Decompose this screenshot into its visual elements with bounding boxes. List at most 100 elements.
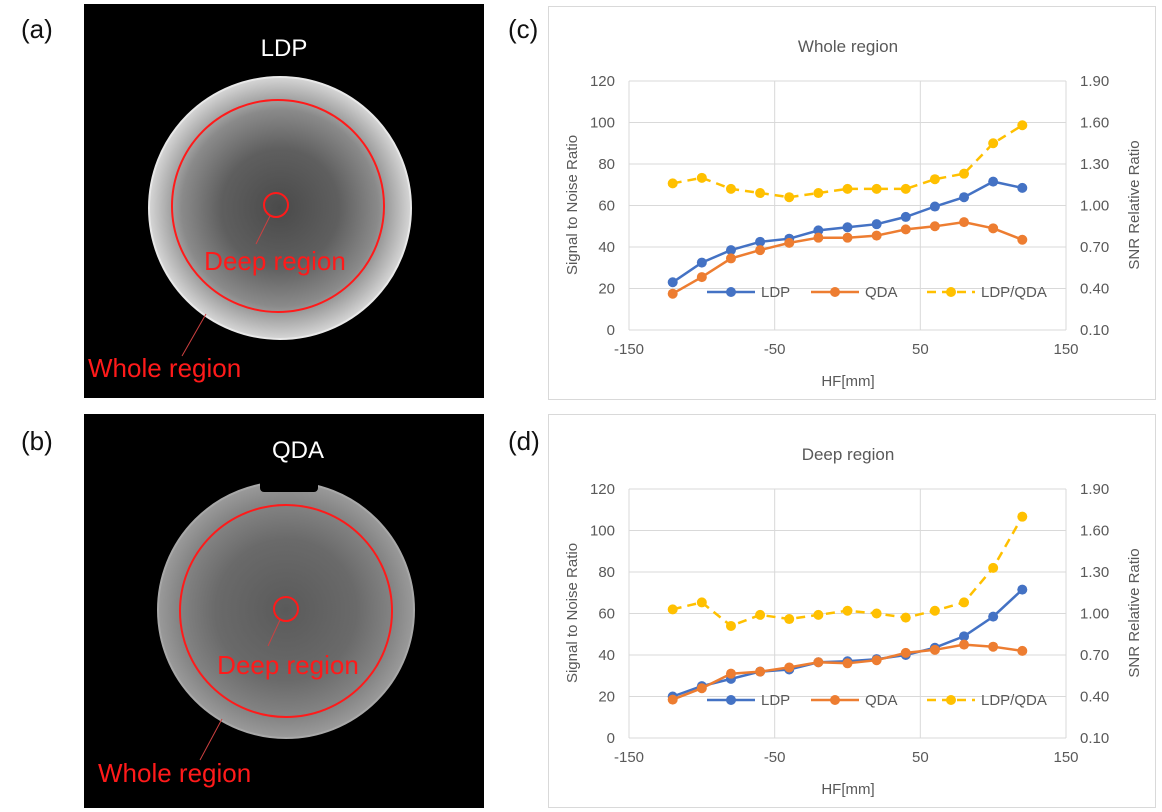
y-tick-label: 80 — [598, 156, 615, 173]
data-point-ldp-qda — [813, 609, 824, 620]
legend-marker — [946, 695, 956, 705]
data-point-ldp-qda — [755, 188, 766, 199]
legend-label: QDA — [865, 692, 898, 709]
y2-tick-label: 0.10 — [1080, 730, 1109, 747]
data-point-qda — [1017, 234, 1028, 245]
data-point-qda — [696, 683, 707, 694]
x-tick-label: -50 — [764, 749, 786, 766]
data-point-ldp-qda — [929, 174, 940, 185]
data-point-ldp-qda — [667, 604, 678, 615]
data-point-qda — [842, 232, 853, 243]
data-point-ldp — [959, 631, 970, 642]
legend-label: LDP — [761, 692, 790, 709]
legend-marker — [830, 695, 840, 705]
x-tick-label: -150 — [614, 749, 644, 766]
y2-axis-label: SNR Relative Ratio — [1126, 548, 1143, 677]
y-tick-label: 0 — [607, 322, 615, 339]
phantom-disc — [158, 482, 414, 738]
data-point-ldp-qda — [696, 172, 707, 183]
data-point-qda — [842, 658, 853, 669]
chart-deep-region: Deep region 0 20 40 60 80 100 120 -150 -50 50 150 0.… — [548, 414, 1156, 808]
deep-region-roi — [263, 192, 289, 218]
whole-leader-line — [181, 313, 207, 357]
phantom-disc — [149, 77, 411, 339]
data-point-qda — [929, 221, 940, 232]
y-tick-label: 60 — [598, 198, 615, 215]
whole-region-label: Whole region — [98, 758, 251, 788]
y2-tick-label: 1.90 — [1080, 481, 1109, 498]
data-point-qda — [755, 666, 766, 677]
x-tick-label: -50 — [764, 341, 786, 358]
deep-leader-line — [255, 215, 271, 245]
y2-tick-label: 0.40 — [1080, 281, 1109, 298]
legend-label: QDA — [865, 284, 898, 301]
data-point-ldp-qda — [667, 178, 678, 189]
data-point-ldp-qda — [988, 138, 999, 149]
whole-leader-line — [199, 718, 223, 761]
data-point-qda — [725, 253, 736, 264]
data-point-ldp-qda — [842, 605, 853, 616]
deep-leader-line — [267, 619, 281, 647]
data-point-qda — [929, 644, 940, 655]
data-point-ldp — [725, 245, 736, 256]
data-point-ldp — [842, 222, 853, 233]
y-tick-label: 60 — [598, 606, 615, 623]
data-point-qda — [813, 232, 824, 243]
y2-tick-label: 0.70 — [1080, 239, 1109, 256]
panel-letter-a: (a) — [21, 14, 53, 44]
y2-tick-label: 1.00 — [1080, 198, 1109, 215]
series-line-qda — [672, 643, 1023, 701]
data-point-qda — [784, 237, 795, 248]
y2-tick-label: 1.30 — [1080, 156, 1109, 173]
data-point-qda — [900, 647, 911, 658]
x-tick-label: 150 — [1053, 749, 1078, 766]
data-point-ldp-qda — [871, 183, 882, 194]
y2-tick-label: 1.60 — [1080, 523, 1109, 540]
data-point-qda — [784, 662, 795, 673]
deep-region-roi — [273, 596, 299, 622]
whole-region-label: Whole region — [88, 353, 241, 383]
data-point-qda — [725, 668, 736, 679]
mri-title-ldp: LDP — [261, 35, 308, 62]
data-point-qda — [900, 224, 911, 235]
data-point-ldp-qda — [871, 608, 882, 619]
y-tick-label: 40 — [598, 647, 615, 664]
chart-title: Whole region — [798, 37, 898, 56]
y2-tick-label: 1.90 — [1080, 73, 1109, 90]
data-point-ldp-qda — [725, 183, 736, 194]
phantom-edge — [148, 76, 412, 340]
data-point-ldp-qda — [725, 620, 736, 631]
data-point-ldp-qda — [959, 168, 970, 179]
panel-letter-c: (c) — [508, 14, 539, 44]
y-tick-label: 40 — [598, 239, 615, 256]
data-point-ldp-qda — [784, 192, 795, 203]
y-tick-label: 80 — [598, 564, 615, 581]
panel-letter-d: (d) — [508, 426, 540, 456]
y-axis-label: Signal to Noise Ratio — [564, 135, 581, 275]
y-tick-label: 100 — [590, 523, 615, 540]
data-point-ldp — [755, 236, 766, 247]
y-tick-label: 20 — [598, 689, 615, 706]
y-tick-label: 120 — [590, 73, 615, 90]
data-point-qda — [988, 641, 999, 652]
y2-tick-label: 0.10 — [1080, 322, 1109, 339]
data-point-qda — [755, 245, 766, 256]
data-point-ldp-qda — [959, 597, 970, 608]
mri-title-qda: QDA — [272, 437, 324, 464]
y2-tick-label: 1.00 — [1080, 606, 1109, 623]
legend-marker — [830, 287, 840, 297]
phantom-notch — [260, 476, 318, 492]
data-point-ldp — [1017, 182, 1028, 193]
data-point-qda — [667, 288, 678, 299]
y-tick-label: 100 — [590, 115, 615, 132]
y-tick-label: 20 — [598, 281, 615, 298]
data-point-ldp — [988, 176, 999, 187]
data-point-qda — [813, 657, 824, 668]
data-point-qda — [871, 230, 882, 241]
chart-whole-region: Whole region 0 20 40 60 80 100 120 -150 -50 50 150 0… — [548, 6, 1156, 400]
mri-image-qda: QDA Deep region Whole region — [84, 414, 484, 808]
data-point-ldp — [929, 201, 940, 212]
x-tick-label: 150 — [1053, 341, 1078, 358]
legend-marker — [726, 287, 736, 297]
data-point-ldp-qda — [988, 562, 999, 573]
